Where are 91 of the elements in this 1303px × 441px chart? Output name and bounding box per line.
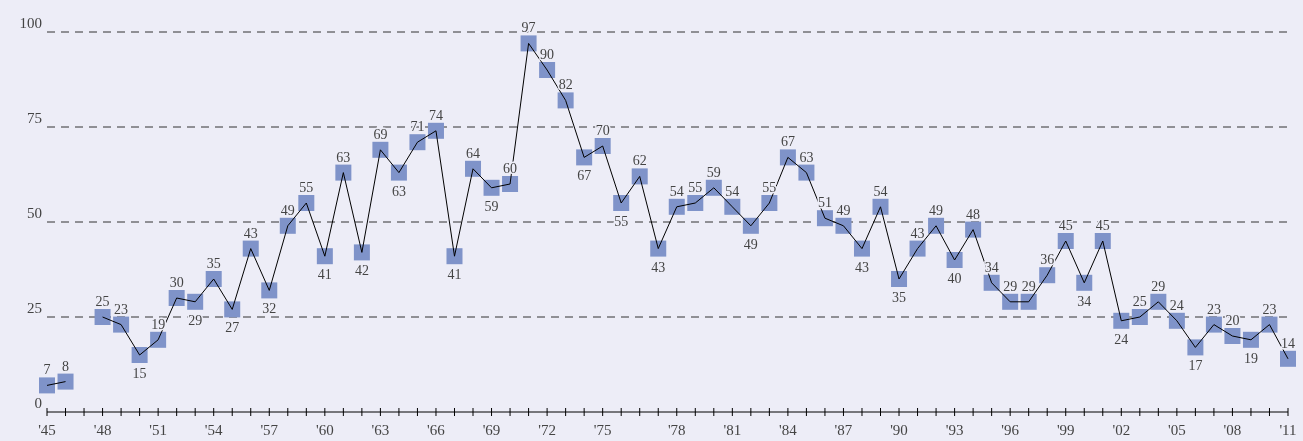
x-tick-label: '66 (427, 422, 446, 438)
data-label: 24 (1114, 331, 1129, 347)
data-label: 48 (966, 206, 981, 222)
data-label: 15 (132, 366, 147, 381)
data-label: 23 (114, 301, 129, 317)
x-tick-label: '75 (593, 422, 612, 438)
x-tick-label: '87 (834, 422, 853, 438)
data-label: 69 (373, 126, 388, 142)
y-tick-label: 75 (27, 110, 42, 126)
x-tick-label: '54 (204, 422, 224, 438)
data-label: 54 (873, 183, 888, 199)
data-label: 97 (521, 20, 536, 36)
y-tick-label: 50 (27, 205, 42, 221)
data-label: 35 (206, 256, 221, 271)
data-label: 32 (262, 301, 277, 317)
y-tick-label: 100 (19, 15, 42, 31)
x-tick-label: '57 (260, 422, 279, 438)
data-label: 49 (280, 202, 295, 218)
x-tick-label: '99 (1056, 422, 1075, 438)
data-label: 59 (706, 164, 721, 180)
data-label: 67 (577, 168, 592, 184)
data-label: 90 (540, 47, 555, 62)
data-label: 36 (1040, 252, 1055, 268)
data-label: 23 (1206, 301, 1221, 317)
data-label: 29 (188, 312, 203, 328)
data-label: 43 (651, 259, 666, 275)
data-label: 24 (1169, 297, 1184, 313)
data-label: 17 (1188, 358, 1203, 374)
data-label: 55 (614, 214, 629, 229)
x-tick-label: '93 (945, 422, 964, 438)
data-label: 54 (725, 183, 740, 199)
data-label: 63 (799, 149, 814, 165)
data-label: 43 (910, 225, 925, 241)
data-label: 67 (780, 134, 795, 150)
x-tick-label: '08 (1223, 422, 1242, 438)
x-tick-label: '45 (38, 422, 56, 438)
x-tick-label: '51 (149, 422, 167, 438)
data-label: 27 (225, 320, 240, 336)
x-tick-label: '63 (371, 422, 390, 438)
data-label: 55 (762, 180, 777, 195)
x-tick-label: '69 (482, 422, 501, 438)
data-label: 30 (169, 275, 184, 290)
data-label: 23 (1262, 301, 1277, 317)
data-label: 14 (1281, 335, 1295, 351)
y-tick-label: 0 (34, 395, 42, 411)
data-label: 34 (1077, 293, 1092, 309)
data-label: 70 (595, 123, 610, 138)
data-label: 43 (854, 259, 869, 275)
data-label: 59 (484, 198, 499, 214)
data-label: 49 (836, 202, 851, 218)
x-tick-label: '05 (1168, 422, 1186, 438)
x-tick-label: '84 (779, 422, 798, 438)
data-label: 20 (1225, 313, 1240, 328)
data-label: 41 (447, 267, 462, 283)
x-tick-label: '48 (93, 422, 112, 438)
x-tick-label: '81 (723, 422, 742, 438)
data-label: 41 (317, 267, 332, 283)
x-tick-label: '60 (315, 422, 334, 438)
data-label: 29 (1003, 278, 1018, 294)
data-label: 45 (1058, 218, 1073, 233)
data-label: 19 (151, 316, 166, 332)
x-tick-label: '72 (538, 422, 556, 438)
data-label: 55 (299, 180, 314, 195)
data-label: 51 (817, 195, 832, 211)
y-tick-label: 25 (27, 300, 42, 316)
data-label: 63 (391, 183, 406, 199)
data-label: 7 (43, 362, 51, 378)
data-label: 35 (892, 290, 907, 305)
x-tick-label: '02 (1112, 422, 1131, 438)
data-label: 63 (336, 149, 351, 165)
data-label: 62 (632, 153, 647, 169)
data-label: 29 (1021, 278, 1036, 294)
x-tick-label: '11 (1279, 422, 1297, 438)
data-label: 8 (62, 358, 70, 374)
x-tick-label: '96 (1001, 422, 1020, 438)
data-label: 49 (743, 236, 758, 252)
x-tick-label: '90 (890, 422, 908, 438)
data-label: 40 (947, 271, 962, 286)
x-tick-label: '78 (667, 422, 686, 438)
data-label: 43 (243, 225, 258, 241)
data-label: 55 (688, 180, 703, 195)
data-label: 64 (466, 145, 481, 161)
data-label: 42 (354, 263, 369, 279)
data-label: 19 (1243, 350, 1258, 366)
data-label: 25 (1132, 294, 1147, 309)
data-label: 49 (929, 202, 944, 218)
data-label: 29 (1151, 278, 1166, 294)
data-label: 25 (95, 294, 110, 309)
data-label: 54 (669, 183, 684, 199)
data-label: 74 (428, 107, 443, 123)
data-label: 82 (558, 77, 573, 93)
